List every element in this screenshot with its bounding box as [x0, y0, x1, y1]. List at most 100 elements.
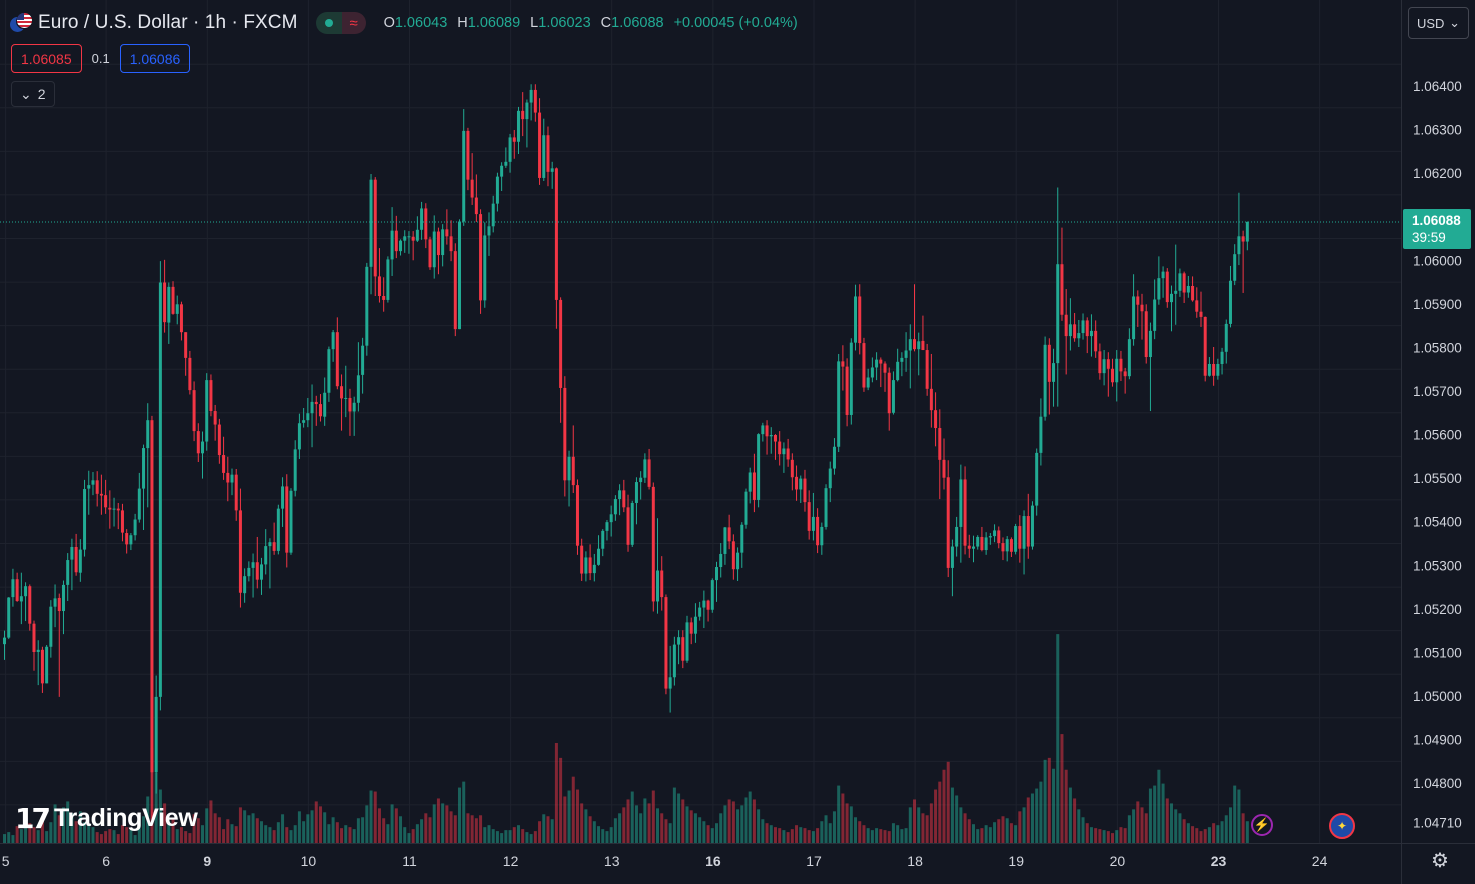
candle	[677, 630, 681, 665]
price-tick-label: 1.05800	[1413, 340, 1462, 355]
volume-bar	[112, 830, 116, 843]
sell-button[interactable]: 1.06085	[11, 44, 82, 73]
date-tick-label: 23	[1211, 853, 1227, 869]
candle	[1161, 266, 1165, 298]
candle	[832, 438, 836, 475]
volume-bar	[222, 829, 226, 843]
candle	[516, 106, 520, 154]
currency-value: USD	[1417, 15, 1445, 31]
candle	[474, 174, 478, 222]
volume-bar	[795, 825, 799, 843]
volume-bar	[158, 789, 162, 843]
buy-button[interactable]: 1.06086	[119, 44, 191, 73]
volume-bar	[411, 829, 415, 843]
volume-bar	[698, 817, 702, 843]
candle	[1039, 398, 1043, 466]
currency-selector[interactable]: USD ⌄	[1408, 7, 1469, 39]
volume-bar	[133, 835, 137, 843]
candle	[420, 201, 424, 240]
volume-bar	[542, 814, 546, 843]
volume-bar	[415, 824, 419, 843]
candle	[639, 471, 643, 500]
volume-bar	[466, 813, 470, 843]
candle	[917, 332, 921, 376]
candle	[984, 532, 988, 555]
candle	[1089, 314, 1093, 357]
volume-bar	[854, 817, 858, 843]
gear-icon[interactable]: ⚙	[1431, 849, 1449, 872]
volume-bar	[752, 799, 756, 843]
symbol-title[interactable]: Euro / U.S. Dollar · 1h · FXCM	[38, 12, 298, 33]
indicators-toggle-button[interactable]: ⌄ 2	[11, 81, 55, 107]
volume-bar	[546, 816, 550, 843]
volume-bar	[875, 828, 879, 843]
candle	[91, 472, 95, 496]
volume-bar	[597, 826, 601, 843]
volume-bar	[786, 832, 790, 843]
volume-bar	[453, 815, 457, 843]
candle	[1014, 523, 1018, 555]
candle	[618, 484, 622, 516]
last-price-value: 1.06088	[1412, 213, 1461, 228]
candle	[382, 277, 386, 312]
date-tick-label: 16	[705, 853, 721, 869]
candle	[137, 472, 141, 523]
lightning-icon[interactable]: ⚡	[1251, 814, 1273, 836]
tradingview-watermark[interactable]: 17 TradingView	[15, 802, 198, 835]
candle	[78, 539, 82, 582]
candle	[563, 376, 567, 497]
time-axis[interactable]: 5 6 9 10 11 12 13 16 17 18 19 20 23 24	[2, 853, 1328, 869]
high-label: H	[457, 15, 468, 31]
candle	[525, 99, 529, 148]
candle	[597, 535, 601, 566]
volume-bar	[83, 822, 87, 843]
volume-bar	[314, 801, 318, 843]
bar-countdown: 39:59	[1412, 230, 1446, 245]
volume-bar	[993, 822, 997, 843]
volume-bar	[1018, 811, 1022, 843]
volume-bar	[516, 825, 520, 843]
volume-bar	[1098, 829, 1102, 843]
volume-bar	[91, 827, 95, 843]
volume-bar	[782, 830, 786, 843]
candle	[1060, 227, 1064, 321]
candle	[605, 519, 609, 541]
volume-bar	[361, 817, 365, 843]
volume-bar	[714, 823, 718, 843]
volume-bar	[1005, 818, 1009, 843]
date-tick-label: 18	[907, 853, 923, 869]
candle	[1191, 276, 1195, 302]
candle	[196, 423, 200, 463]
volume-bar	[87, 825, 91, 843]
volume-bar	[310, 810, 314, 843]
candle	[1026, 493, 1030, 559]
candle	[1018, 515, 1022, 563]
volume-bar	[1073, 798, 1077, 843]
candle	[1094, 320, 1098, 358]
volume-bar	[984, 825, 988, 843]
market-status[interactable]: ≈	[315, 12, 366, 34]
volume-bar	[483, 827, 487, 843]
candle	[896, 348, 900, 382]
candle	[1064, 289, 1068, 375]
volume-bar	[1030, 793, 1034, 843]
candle	[167, 282, 171, 344]
eu-flag-icon[interactable]: ✦	[1329, 813, 1355, 839]
price-axis[interactable]: 1.06400 1.06300 1.06200 1.06000 1.05900 1.058…	[1413, 79, 1462, 830]
volume-bar	[382, 818, 386, 843]
candle	[285, 474, 289, 568]
candle	[209, 374, 213, 417]
volume-bar	[70, 813, 74, 843]
volume-bar	[487, 825, 491, 843]
volume-bar	[293, 825, 297, 843]
volume-bar	[255, 818, 259, 843]
candle	[622, 479, 626, 513]
volume-bar	[184, 831, 188, 843]
volume-bar	[3, 834, 6, 843]
candle	[929, 353, 933, 428]
candle	[795, 465, 799, 501]
candle	[19, 572, 23, 625]
candle	[40, 646, 44, 693]
volume-bar	[146, 796, 150, 843]
